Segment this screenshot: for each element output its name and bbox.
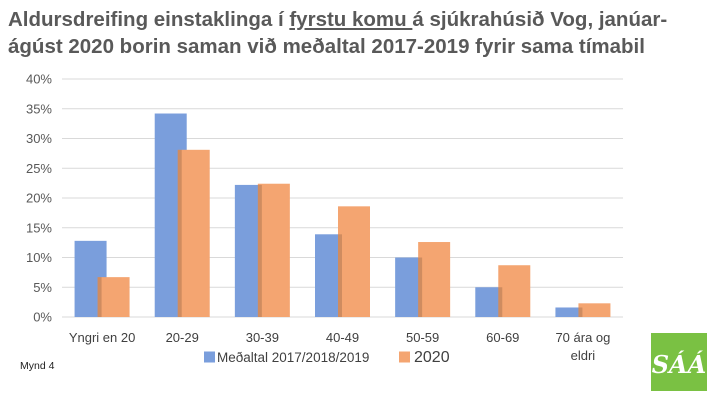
y-tick-label: 5% bbox=[33, 280, 52, 295]
legend-swatch bbox=[204, 351, 215, 363]
y-tick-label: 15% bbox=[26, 220, 52, 235]
bar-overlap-shadow bbox=[418, 257, 423, 317]
bar-series-2 bbox=[97, 277, 130, 317]
bar-overlap-shadow bbox=[578, 307, 583, 317]
chart-title: Aldursdreifing einstaklinga í fyrstu kom… bbox=[8, 8, 668, 58]
x-tick-label: eldri bbox=[571, 348, 596, 363]
x-tick-label: 50-59 bbox=[406, 330, 439, 345]
bar-series-2 bbox=[177, 149, 210, 317]
bar-series-2 bbox=[257, 183, 290, 317]
bar-series-1 bbox=[555, 307, 588, 317]
bar-overlap-shadow bbox=[177, 149, 182, 317]
x-tick-label: 60-69 bbox=[486, 330, 519, 345]
figure-label: Mynd 4 bbox=[20, 360, 55, 372]
bar-series-2 bbox=[498, 265, 531, 317]
bar-overlap-shadow bbox=[498, 287, 503, 317]
y-tick-label: 25% bbox=[26, 161, 52, 176]
bar-overlap-shadow bbox=[257, 184, 262, 317]
bar-overlap-shadow bbox=[97, 277, 102, 317]
bar-series-2 bbox=[578, 303, 611, 317]
y-tick-label: 10% bbox=[26, 250, 52, 265]
x-tick-label: 70 ára og bbox=[555, 330, 610, 345]
x-tick-label: 20-29 bbox=[166, 330, 199, 345]
y-tick-label: 30% bbox=[26, 131, 52, 146]
x-tick-label: 40-49 bbox=[326, 330, 359, 345]
saa-logo: SÁÁ bbox=[651, 333, 707, 391]
bar-series-2 bbox=[418, 242, 451, 317]
bar-overlap-shadow bbox=[338, 234, 342, 317]
y-tick-label: 35% bbox=[26, 101, 52, 116]
legend-swatch bbox=[399, 351, 410, 363]
y-tick-label: 20% bbox=[26, 191, 52, 206]
x-tick-label: 30-39 bbox=[246, 330, 279, 345]
legend-label: 2020 bbox=[414, 349, 450, 366]
y-tick-label: 40% bbox=[26, 72, 52, 87]
logo-text: SÁÁ bbox=[652, 350, 707, 379]
bar-series-2 bbox=[338, 206, 370, 317]
legend-label: Meðaltal 2017/2018/2019 bbox=[217, 350, 369, 365]
y-tick-label: 0% bbox=[33, 310, 52, 325]
x-tick-label: Yngri en 20 bbox=[69, 330, 136, 345]
